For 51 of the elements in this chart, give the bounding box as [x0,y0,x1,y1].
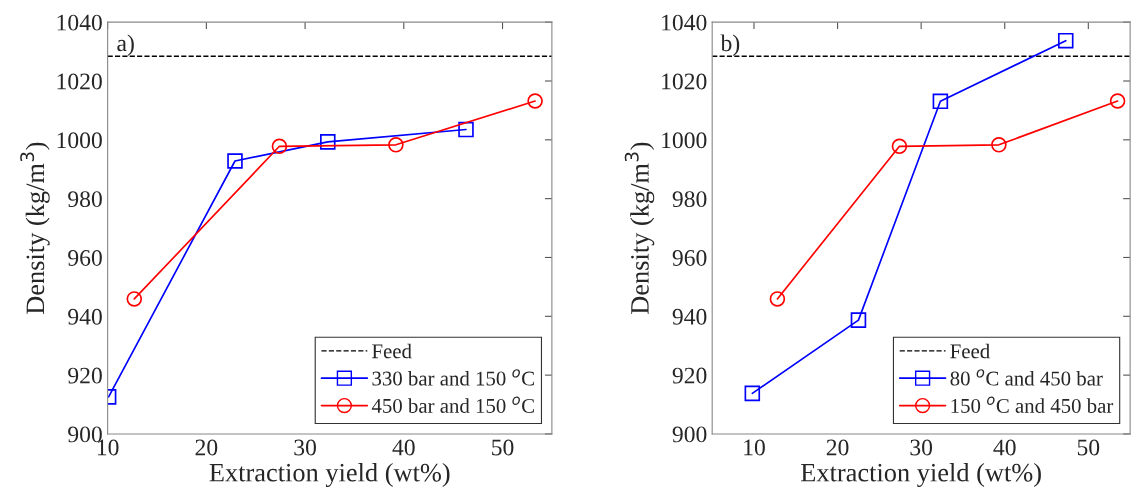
y-tick-label: 980 [672,191,707,208]
point [891,138,908,155]
y-tick-label: 960 [68,249,102,266]
legend-label: 80 $^{o}$C and 450 bar [950,369,1103,386]
legend-label: 150 $^{o}$C and 450 bar [951,396,1114,413]
point [850,312,867,328]
x-tick-label: 40 [993,439,1016,456]
x-tick-label: 10 [744,439,765,456]
legend-label: 330 bar and 150 $^{o}$C [372,369,534,386]
y-axis-title: Density (kg/m$^{3}$) [624,142,655,314]
y-tick-label: 1020 [662,73,707,90]
y-tick-label: 1040 [662,14,707,31]
y-tick-label: 940 [68,308,102,325]
x-tick-label: 30 [294,439,316,456]
point [932,93,949,110]
x-tick-label: 20 [826,439,849,456]
point [320,134,336,150]
point [388,137,404,153]
x-tick-label: 40 [392,439,415,456]
annotation: b) [720,34,740,56]
point [991,137,1007,153]
x-tick-label: 20 [195,439,218,456]
x-axis-title: Extraction yield (wt%) [801,463,1041,487]
y-tick-label: 960 [672,249,707,266]
x-tick-label: 50 [492,439,514,456]
y-tick-label: 920 [672,367,707,384]
point [1057,32,1074,49]
x-tick-label: 50 [1077,439,1100,456]
legend-label: Feed [950,343,990,359]
point [527,93,543,109]
point [769,291,786,307]
y-tick-label: 1000 [662,132,707,149]
point [458,121,474,138]
legend-label: Feed [372,343,412,359]
point [227,153,243,169]
annotation: a) [117,34,134,56]
y-tick-label: 980 [68,191,102,208]
point [271,138,288,155]
point [126,291,143,307]
y-tick-label: 1020 [57,73,102,90]
y-tick-label: 1000 [57,132,102,149]
legend-label: 450 bar and 150 $^{o}$C [371,396,534,413]
point [1109,93,1126,109]
y-tick-label: 940 [672,308,707,325]
y-tick-label: 900 [672,426,707,443]
y-tick-label: 1040 [57,14,102,31]
y-tick-label: 920 [68,367,102,384]
point [744,385,761,402]
x-tick-label: 30 [910,439,933,456]
y-axis-title: Density (kg/m$^{3}$) [20,142,50,314]
x-axis-title: Extraction yield (wt%) [209,463,450,487]
